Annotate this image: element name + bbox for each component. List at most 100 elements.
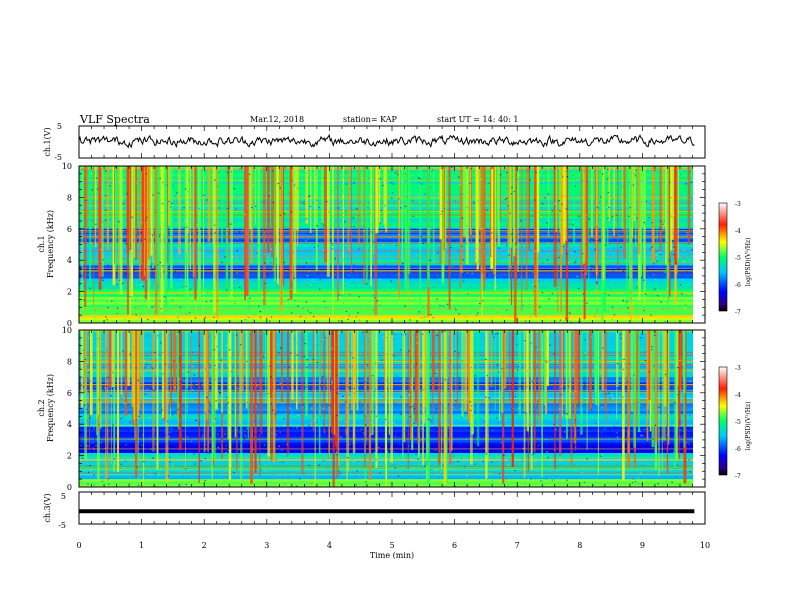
spectrogram-pixel (435, 335, 438, 337)
spectrogram-pixel (623, 267, 625, 269)
spectrogram-pixel (161, 265, 164, 267)
spectrogram-pixel (369, 212, 372, 214)
spectrogram-pixel (585, 214, 587, 216)
spectrogram-pixel (180, 381, 182, 383)
spectrogram-pixel (284, 483, 286, 485)
spectrogram-pixel (393, 422, 395, 424)
spectrogram-pixel (612, 270, 614, 272)
spectrogram-pixel (179, 419, 181, 422)
spectrogram-pixel (335, 244, 338, 247)
spectrogram-pixel (360, 478, 363, 480)
spectrogram-pixel (90, 459, 93, 462)
spectrogram-pixel (519, 379, 521, 382)
spectrogram-burst (499, 330, 501, 422)
spectrogram-pixel (307, 475, 309, 477)
spectrogram-band (79, 320, 693, 323)
spectrogram-pixel (491, 318, 493, 320)
spectrogram-pixel (559, 289, 561, 292)
spectrogram-pixel (678, 467, 680, 469)
spectrogram-pixel (81, 202, 84, 204)
spectrogram-pixel (352, 333, 354, 335)
spectrogram-pixel (244, 213, 246, 215)
spectrogram-pixel (370, 231, 372, 233)
spectrogram-burst (678, 330, 681, 460)
spectrogram-pixel (538, 306, 541, 308)
spectrogram-pixel (224, 330, 227, 332)
spectrogram-pixel (652, 438, 654, 440)
spectrogram-pixel (231, 370, 233, 372)
spectrogram-burst (351, 330, 353, 411)
spectrogram-pixel (106, 301, 109, 303)
spectrogram-pixel (252, 449, 254, 451)
spectrogram-pixel (320, 267, 322, 269)
spectrogram-pixel (305, 217, 308, 220)
spectrogram-burst (423, 330, 426, 424)
spectrogram-pixel (206, 235, 209, 237)
spectrogram-pixel (294, 299, 296, 301)
spectrogram-pixel (79, 378, 81, 381)
spectrogram-pixel (684, 307, 686, 309)
ch1-spectrogram-ylabel: Frequency (kHz) (46, 210, 55, 278)
spectrogram-pixel (651, 360, 653, 362)
spectrogram-pixel (394, 467, 397, 469)
spectrogram-pixel (91, 232, 94, 234)
spectrogram-pixel (545, 360, 547, 362)
spectrogram-pixel (369, 177, 371, 179)
spectrogram-pixel (387, 418, 389, 420)
spectrogram-pixel (373, 192, 376, 194)
spectrogram-pixel (315, 341, 317, 343)
spectrogram-pixel (577, 288, 580, 290)
spectrogram-pixel (141, 221, 143, 223)
spectrogram-pixel (358, 319, 361, 321)
spectrogram-burst (398, 166, 400, 298)
spectrogram-pixel (576, 242, 579, 244)
spectrogram-pixel (408, 416, 411, 418)
spectrogram-pixel (461, 360, 464, 362)
spectrogram-pixel (412, 215, 415, 218)
spectrogram-pixel (449, 177, 451, 179)
spectrogram-pixel (241, 479, 244, 481)
spectrogram-burst (260, 330, 263, 434)
spectrogram-pixel (659, 227, 662, 229)
spectrogram-pixel (434, 426, 436, 428)
spectrogram-pixel (259, 310, 261, 313)
spectrogram-pixel (120, 463, 123, 466)
spectrogram-pixel (124, 460, 127, 462)
spectrogram-pixel (437, 270, 440, 273)
spectrogram-pixel (485, 484, 488, 486)
spectrogram-pixel (375, 459, 377, 461)
spectrogram-burst (352, 330, 356, 454)
spectrogram-pixel (107, 306, 109, 309)
spectrogram-pixel (370, 223, 372, 225)
spectrogram-pixel (335, 392, 338, 394)
spectrogram-pixel (255, 318, 257, 320)
spectrogram-pixel (655, 331, 658, 333)
spectrogram-pixel (102, 221, 105, 223)
spectrogram-pixel (306, 359, 308, 361)
spectrogram-pixel (486, 209, 489, 211)
spectrogram-pixel (548, 344, 551, 346)
spectrogram-pixel (630, 463, 633, 465)
spectrogram-pixel (527, 473, 530, 475)
spectrogram-pixel (336, 454, 338, 456)
spectrogram-pixel (383, 206, 386, 208)
spectrogram-pixel (237, 387, 240, 390)
spectrogram-pixel (214, 276, 216, 278)
spectrogram-pixel (656, 197, 658, 200)
spectrogram-pixel (205, 301, 208, 303)
spectrogram-burst (525, 166, 528, 291)
spectrogram-burst (407, 166, 409, 311)
spectrogram-pixel (370, 433, 373, 436)
spectrogram-pixel (452, 166, 454, 168)
spectrogram-pixel (565, 298, 567, 300)
spectrogram-pixel (366, 364, 368, 366)
spectrogram-pixel (527, 375, 529, 377)
spectrogram-pixel (591, 240, 593, 242)
spectrogram-pixel (185, 468, 187, 470)
spectrogram-pixel (167, 263, 169, 265)
spectrogram-burst (635, 166, 637, 247)
spectrogram-pixel (586, 458, 588, 460)
spectrogram-pixel (409, 227, 411, 229)
spectrogram-pixel (660, 253, 662, 256)
spectrogram-pixel (129, 244, 131, 246)
